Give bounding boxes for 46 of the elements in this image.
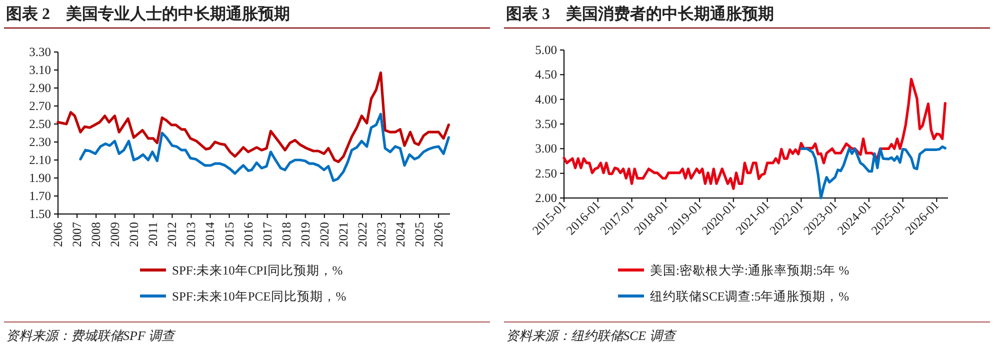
x-tick-label: 2026 <box>432 222 446 247</box>
x-tick-label: 2009 <box>108 222 122 247</box>
y-tick-label: 3.00 <box>535 142 557 156</box>
x-tick-label: 2008 <box>89 222 104 247</box>
y-tick-label: 2.50 <box>29 117 51 131</box>
x-tick-label: 2015 <box>222 222 236 247</box>
legend-label: SPF:未来10年CPI同比预期，% <box>172 264 343 278</box>
x-tick-label: 2014 <box>203 221 218 247</box>
x-tick-label: 2024 <box>394 221 408 247</box>
x-tick-label: 2017 <box>260 222 274 247</box>
y-tick-label: 2.30 <box>29 135 51 149</box>
y-tick-label: 3.30 <box>29 45 51 59</box>
y-tick-label: 2.50 <box>535 166 557 180</box>
legend-label: SPF:未来10年PCE同比预期，% <box>172 290 346 304</box>
y-tick-label: 2.00 <box>535 191 557 205</box>
y-tick-label: 4.00 <box>535 92 557 106</box>
y-tick-label: 1.50 <box>29 207 51 221</box>
text: 资料来源：纽约联储SCE 调查 <box>506 328 678 343</box>
x-tick-label: 2025 <box>412 222 427 247</box>
x-tick-label: 2023 <box>374 222 388 247</box>
y-tick-label: 3.10 <box>29 63 51 77</box>
x-tick-label: 2006 <box>51 222 65 247</box>
x-tick-label: 2010 <box>127 222 142 247</box>
y-tick-label: 4.50 <box>535 68 557 82</box>
y-tick-label: 2.90 <box>29 81 51 95</box>
text: 资料来源：费城联储SPF 调查 <box>6 328 177 343</box>
y-tick-label: 2.10 <box>29 153 51 167</box>
y-tick-label: 5.00 <box>535 43 557 57</box>
y-tick-label: 1.70 <box>29 189 51 203</box>
x-tick-label: 2013 <box>184 222 198 247</box>
x-tick-label: 2007 <box>70 222 84 247</box>
y-tick-label: 2.70 <box>29 99 51 113</box>
x-tick-label: 2019 <box>298 222 312 247</box>
x-tick-label: 2022 <box>355 222 370 247</box>
x-tick-label: 2018 <box>279 222 294 247</box>
chart-title: 图表 2 美国专业人士的中长期通胀预期 <box>6 4 290 23</box>
x-tick-label: 2021 <box>336 222 350 247</box>
x-tick-label: 2011 <box>146 222 160 247</box>
legend-label: 纽约联储SCE调查:5年通胀预期，% <box>650 290 850 304</box>
y-tick-label: 1.90 <box>29 171 51 185</box>
x-tick-label: 2012 <box>165 222 180 247</box>
legend-label: 美国:密歇根大学:通胀率预期:5年 % <box>650 262 850 278</box>
x-tick-label: 2020 <box>317 222 332 247</box>
chart-title: 图表 3 美国消费者的中长期通胀预期 <box>506 4 774 23</box>
y-tick-label: 3.50 <box>535 117 557 131</box>
x-tick-label: 2016 <box>241 222 256 247</box>
